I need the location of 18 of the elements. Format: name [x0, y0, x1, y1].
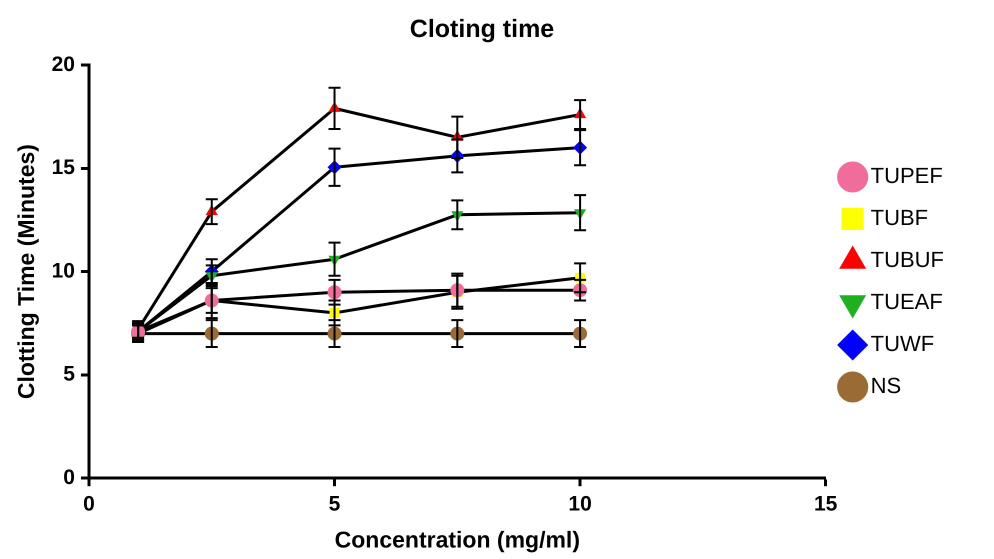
legend-label: TUWF [870, 331, 934, 356]
legend-label: TUPEF [870, 163, 943, 188]
x-tick-label: 10 [568, 492, 592, 516]
legend-label: TUEAF [870, 289, 943, 314]
x-tick-label: 5 [328, 492, 341, 516]
x-axis-title: Concentration (mg/ml) [334, 526, 580, 553]
y-axis-title: Clotting Time (Minutes) [13, 144, 40, 400]
x-tick-label: 15 [814, 492, 838, 516]
legend-label: TUBUF [870, 247, 944, 272]
x-tick-label: 0 [83, 492, 95, 516]
y-tick-label: 15 [52, 156, 76, 180]
y-tick-label: 0 [63, 466, 75, 489]
y-tick-label: 5 [63, 362, 76, 386]
y-tick-label: 20 [52, 52, 75, 76]
chart-title: Cloting time [410, 14, 554, 43]
legend-label: TUBF [870, 205, 928, 230]
y-tick-label: 10 [52, 259, 75, 282]
legend-label: NS [870, 373, 902, 398]
